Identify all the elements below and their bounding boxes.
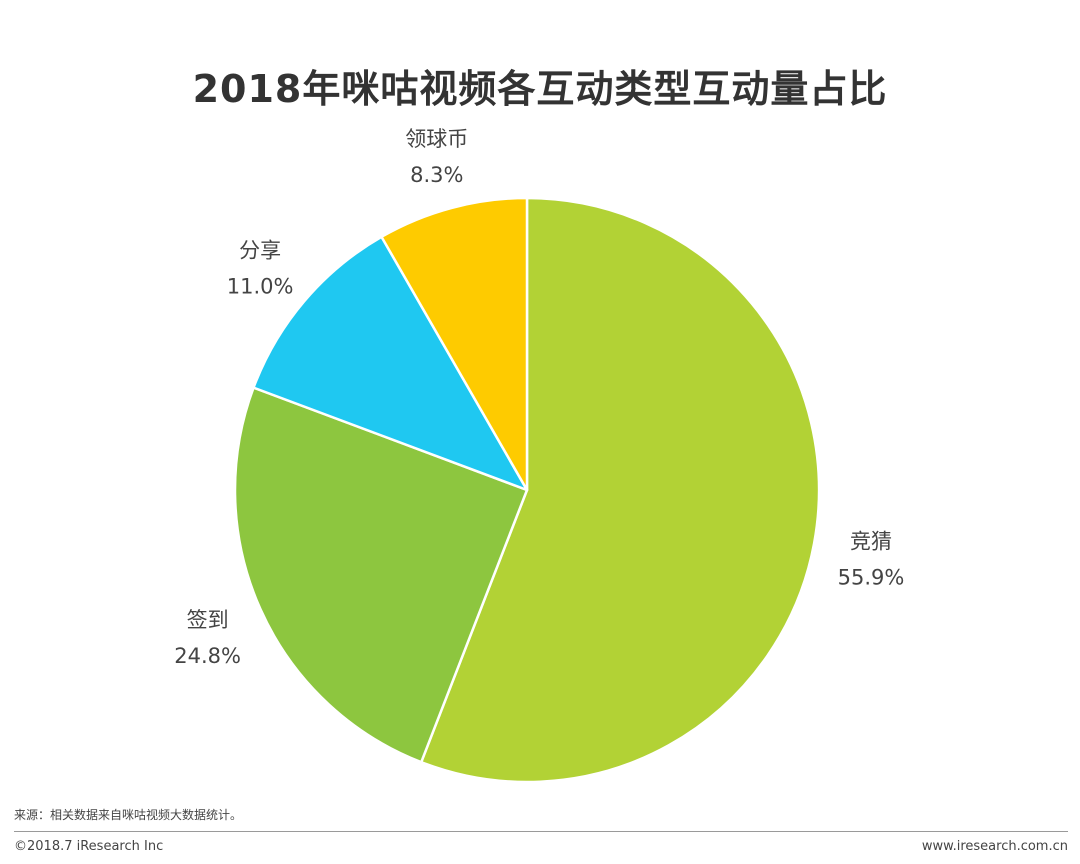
slice-category-label: 领球币 bbox=[405, 127, 468, 151]
pie-slice-0 bbox=[419, 196, 821, 784]
copyright: ©2018.7 iResearch Inc bbox=[14, 839, 164, 854]
source-note: 来源：相关数据来自咪咕视频大数据统计。 bbox=[14, 808, 243, 822]
pie-slice-1 bbox=[233, 386, 529, 764]
website-link[interactable]: www.iresearch.com.cn bbox=[921, 839, 1068, 854]
pie-slice-3 bbox=[380, 196, 529, 492]
slice-category-label: 竞猜 bbox=[850, 530, 892, 554]
slice-category-label: 签到 bbox=[187, 608, 229, 632]
pie-labels: 竞猜 55.9% 签到 24.8% 分享 11.0% 领球币 8.3% bbox=[174, 127, 904, 668]
chart-title: 2018年咪咕视频各互动类型互动量占比 bbox=[192, 67, 888, 111]
slice-value-label: 55.9% bbox=[838, 566, 905, 590]
slice-category-label: 分享 bbox=[239, 239, 281, 263]
slice-value-label: 8.3% bbox=[410, 163, 463, 187]
slice-value-label: 11.0% bbox=[227, 275, 294, 299]
pie-slice-2 bbox=[252, 235, 529, 492]
footer-divider bbox=[14, 831, 1068, 832]
pie-slices bbox=[233, 196, 821, 784]
slice-value-label: 24.8% bbox=[174, 644, 241, 668]
